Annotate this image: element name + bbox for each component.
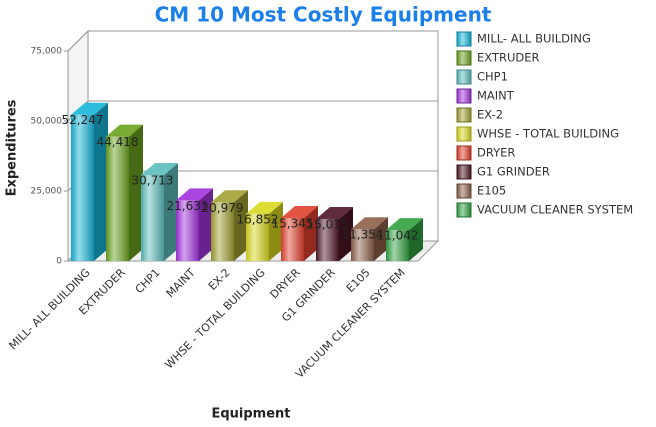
y-tick-label: 0 [56, 257, 62, 267]
bar [106, 136, 129, 261]
legend-label: EXTRUDER [477, 51, 540, 65]
legend-label: G1 GRINDER [477, 165, 550, 179]
legend-label: DRYER [477, 146, 515, 160]
x-tick-label: MAINT [164, 266, 198, 300]
bar-side [234, 190, 248, 261]
bar-side [304, 206, 318, 261]
legend-swatch [456, 107, 472, 123]
bar [316, 218, 339, 261]
legend-swatch [456, 88, 472, 104]
chart-title: CM 10 Most Costly Equipment [155, 3, 492, 27]
grid-line [67, 30, 438, 52]
legend-swatch [456, 164, 472, 180]
bar [176, 200, 199, 261]
legend-swatch [456, 69, 472, 85]
y-tick-label: 50,000 [31, 117, 63, 127]
legend-label: CHP1 [477, 70, 508, 84]
value-label: 44,418 [97, 135, 139, 149]
value-label: 15,015 [307, 217, 349, 231]
value-label: 30,713 [132, 174, 174, 188]
value-label: 11,042 [377, 229, 419, 243]
bar-top [141, 163, 178, 176]
bar [281, 218, 304, 261]
bar [351, 229, 374, 261]
bar-top [351, 217, 388, 230]
bar-side [374, 217, 388, 261]
value-label: 11,354 [342, 228, 384, 242]
x-axis-title: Equipment [211, 407, 290, 422]
bar-side [409, 218, 423, 261]
x-tick-label: CHP1 [133, 266, 163, 296]
bar [386, 230, 409, 261]
value-label: 21,631 [167, 199, 209, 213]
bar-side [339, 206, 353, 261]
bar-side [94, 102, 108, 261]
value-label: 52,247 [62, 113, 104, 127]
y-axis-title: Expenditures [5, 99, 20, 196]
legend-swatch [456, 50, 472, 66]
x-tick-label: EX-2 [206, 266, 233, 293]
bar-top [176, 188, 213, 201]
bar-top [316, 206, 353, 219]
bar-side [199, 188, 213, 261]
y-tick-label: 75,000 [31, 47, 63, 57]
bar-side [164, 163, 178, 261]
bar [246, 213, 269, 261]
legend-label: E105 [477, 184, 506, 198]
legend-swatch [456, 126, 472, 142]
y-tick-label: 25,000 [31, 187, 63, 197]
legend-label: MAINT [477, 89, 515, 103]
bar [211, 202, 234, 261]
legend-swatch [456, 202, 472, 218]
bar-side [269, 201, 283, 261]
legend-swatch [456, 31, 472, 47]
legend-label: WHSE - TOTAL BUILDING [477, 127, 619, 141]
legend-label: MILL- ALL BUILDING [477, 32, 591, 46]
bar-top [281, 206, 318, 219]
bar-top [106, 124, 143, 137]
value-label: 16,852 [237, 212, 279, 226]
bar-top [71, 102, 108, 115]
bar [141, 175, 164, 261]
x-tick-label: E105 [344, 266, 373, 295]
bar-top [211, 190, 248, 203]
legend-swatch [456, 183, 472, 199]
bar [71, 114, 94, 261]
legend-swatch [456, 145, 472, 161]
legend-label: EX-2 [477, 108, 503, 122]
value-label: 15,345 [272, 217, 314, 231]
value-label: 20,979 [202, 201, 244, 215]
bar-top [386, 218, 423, 231]
legend-label: VACUUM CLEANER SYSTEM [477, 203, 633, 217]
bar-top [246, 201, 283, 214]
bar-side [129, 124, 143, 261]
